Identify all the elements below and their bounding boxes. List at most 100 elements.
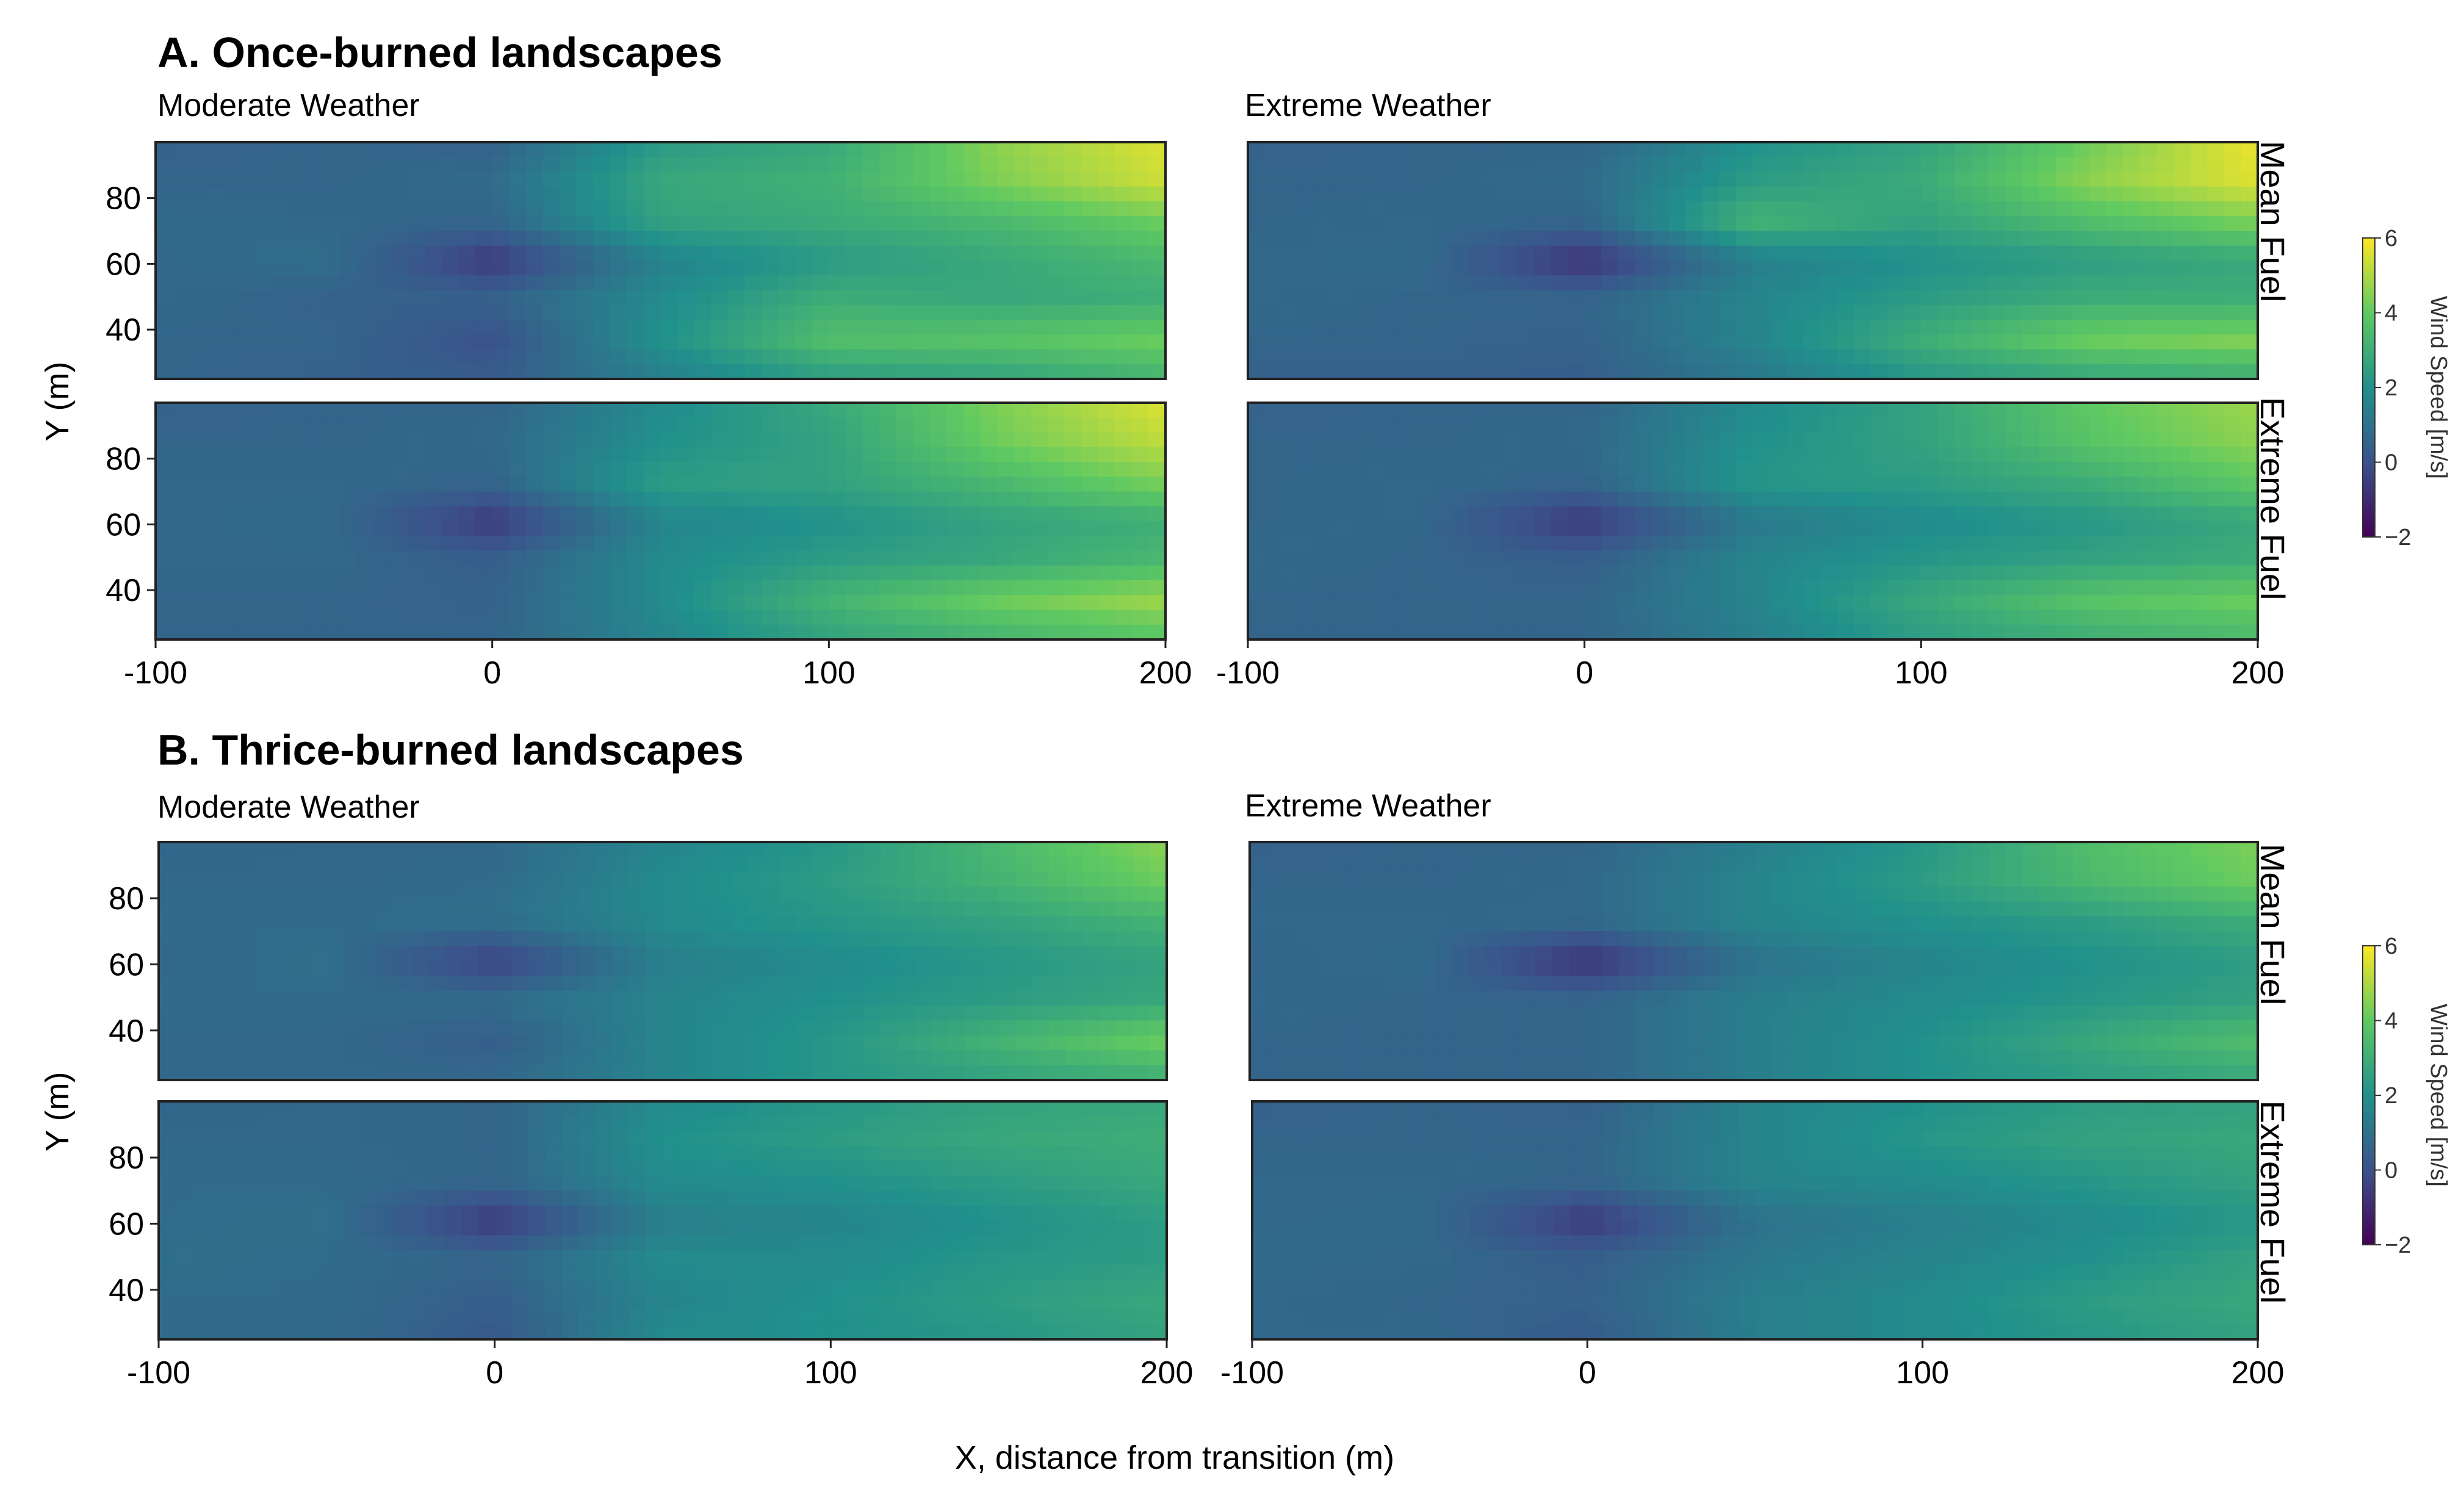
heatmap-cell (475, 536, 493, 552)
heatmap-cell (1837, 491, 1854, 507)
row-label-b-extreme-fuel: Extreme Fuel (2253, 1101, 2292, 1304)
heatmap-cell (256, 491, 274, 507)
heatmap-cell (340, 349, 358, 365)
heatmap-cell (677, 216, 695, 232)
heatmap-cell (1735, 261, 1754, 276)
heatmap-cell (744, 447, 762, 463)
heatmap-cell (1820, 186, 1838, 202)
heatmap-cell (1870, 521, 1888, 537)
heatmap-cell (175, 842, 193, 858)
heatmap-cell (441, 349, 459, 365)
heatmap-cell (358, 216, 375, 232)
heatmap-cell (929, 320, 948, 336)
heatmap-cell (795, 157, 813, 173)
heatmap-cell (391, 565, 409, 581)
heatmap-cell (1904, 349, 1922, 365)
heatmap-cell (256, 364, 274, 379)
heatmap-cell (1433, 521, 1450, 537)
heatmap-cell (293, 1065, 311, 1080)
heatmap-cell (307, 550, 325, 566)
heatmap-cell (663, 1065, 680, 1080)
heatmap-cell (1148, 349, 1165, 365)
heatmap-cell (694, 624, 712, 639)
heatmap-cell (2005, 610, 2023, 625)
heatmap-cell (1298, 417, 1316, 433)
heatmap-cell (845, 320, 863, 336)
heatmap-cell (1115, 231, 1133, 247)
heatmap-cell (1315, 595, 1333, 611)
heatmap-cell (441, 595, 459, 611)
heatmap-cell (629, 946, 647, 962)
heatmap-cell (1047, 610, 1065, 625)
heatmap-cell (340, 245, 358, 261)
heatmap-cell (744, 201, 762, 217)
heatmap-cell (1366, 462, 1383, 478)
heatmap-cell (2207, 364, 2225, 379)
heatmap-cell (172, 624, 190, 639)
heatmap-cell (2140, 842, 2158, 858)
heatmap-cell (2089, 320, 2107, 336)
heatmap-cell (1150, 1050, 1167, 1066)
heatmap-cell (1014, 142, 1032, 158)
heatmap-cell (1635, 491, 1652, 507)
heatmap-cell (545, 871, 563, 887)
heatmap-cell (1954, 261, 1972, 276)
heatmap-cell (1702, 417, 1720, 433)
heatmap-cell (172, 261, 190, 276)
heatmap-cell (1803, 349, 1821, 365)
heatmap-cell (2072, 432, 2090, 448)
heatmap-cell (1248, 506, 1266, 522)
heatmap-cell (391, 304, 409, 320)
heatmap-cell (1601, 231, 1619, 247)
heatmap-cell (1887, 261, 1905, 276)
heatmap-cell (1399, 550, 1417, 566)
heatmap-cell (1972, 403, 1989, 419)
heatmap-cell (259, 1006, 277, 1021)
heatmap-cell (576, 245, 594, 261)
heatmap-cell (711, 201, 729, 217)
heatmap-cell (1635, 403, 1652, 419)
heatmap-cell (1131, 349, 1150, 365)
heatmap-cell (946, 245, 964, 261)
heatmap-cell (1349, 142, 1366, 158)
heatmap-cell (1031, 186, 1048, 202)
heatmap-cell (1904, 565, 1922, 581)
heatmap-cell (511, 857, 529, 873)
heatmap-cell (1483, 171, 1501, 187)
heatmap-cell (1517, 624, 1535, 639)
heatmap-cell (1349, 171, 1366, 187)
heatmap-cell (1014, 417, 1032, 433)
heatmap-cell (896, 580, 914, 596)
heatmap-cell (1668, 157, 1686, 173)
heatmap-cell (156, 171, 173, 187)
heatmap-cell (797, 1035, 815, 1051)
heatmap-cell (1433, 477, 1450, 492)
heatmap-cell (1937, 364, 1956, 379)
heatmap-cell (256, 290, 274, 306)
heatmap-cell (2005, 334, 2023, 350)
heatmap-cell (239, 186, 258, 202)
heatmap-cell (511, 961, 529, 977)
heatmap-cell (2156, 447, 2174, 463)
heatmap-cell (1014, 275, 1032, 291)
heatmap-cell (1014, 580, 1032, 596)
heatmap-cell (1399, 186, 1417, 202)
heatmap-cell (1416, 171, 1434, 187)
heatmap-cell (2005, 275, 2023, 291)
heatmap-cell (1500, 417, 1518, 433)
heatmap-cell (694, 231, 712, 247)
heatmap-cell (763, 842, 781, 858)
heatmap-cell (964, 231, 981, 247)
heatmap-cell (307, 536, 325, 552)
heatmap-cell (159, 857, 176, 873)
heatmap-cell (915, 842, 932, 858)
heatmap-cell (2174, 157, 2191, 173)
heatmap-cell (778, 157, 796, 173)
heatmap-cell (340, 364, 358, 379)
heatmap-cell (1533, 320, 1552, 336)
heatmap-cell (879, 403, 897, 419)
heatmap-cell (391, 403, 409, 419)
heatmap-cell (1349, 304, 1366, 320)
heatmap-cell (1820, 334, 1838, 350)
heatmap-cell (358, 477, 375, 492)
